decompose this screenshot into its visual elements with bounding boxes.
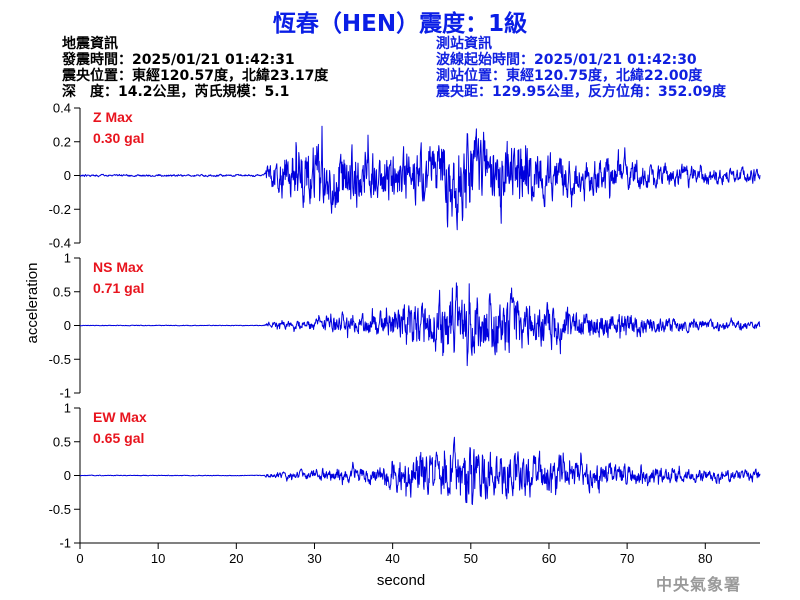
trace-line-ew: [79, 436, 761, 505]
wave-start-time: 波線起始時間：2025/01/21 01:42:30: [436, 52, 697, 68]
x-tick-label: 80: [698, 551, 712, 566]
max-label-ew: EW Max: [93, 409, 147, 425]
x-tick-label: 50: [464, 551, 478, 566]
y-tick-label-ns: -0.5: [49, 352, 71, 367]
x-tick-label: 40: [385, 551, 399, 566]
epicenter-location: 震央位置：東經120.57度，北緯23.17度: [62, 68, 329, 84]
max-label-ns: NS Max: [93, 259, 144, 275]
max-value-ew: 0.65 gal: [93, 430, 144, 446]
origin-time: 發震時間：2025/01/21 01:42:31: [62, 52, 295, 68]
depth-magnitude: 深 度：14.2公里，芮氏規模：5.1: [62, 84, 290, 100]
y-tick-label-ns: 0: [64, 318, 71, 333]
max-label-z: Z Max: [93, 109, 133, 125]
x-tick-label: 20: [229, 551, 243, 566]
max-value-z: 0.30 gal: [93, 130, 144, 146]
y-tick-label-ew: 1: [64, 401, 71, 416]
y-tick-label-ew: 0: [64, 468, 71, 483]
quake-info-heading: 地震資訊: [62, 36, 118, 52]
station-info-heading: 測站資訊: [436, 36, 492, 52]
agency-watermark: 中央氣象署: [656, 575, 742, 594]
epicentral-distance: 震央距：129.95公里，反方位角：352.09度: [436, 84, 727, 100]
y-tick-label-z: 0.2: [53, 134, 71, 149]
x-tick-label: 30: [307, 551, 321, 566]
x-tick-label: 0: [76, 551, 83, 566]
max-value-ns: 0.71 gal: [93, 280, 144, 296]
y-tick-label-z: -0.2: [49, 202, 71, 217]
y-tick-label-ns: -1: [59, 386, 71, 401]
x-tick-label: 70: [620, 551, 634, 566]
x-tick-label: 60: [542, 551, 556, 566]
station-location: 測站位置：東經120.75度，北緯22.00度: [436, 68, 703, 84]
trace-line-z: [79, 125, 761, 231]
station-info-block: 測站資訊 波線起始時間：2025/01/21 01:42:30 測站位置：東經1…: [436, 36, 726, 100]
y-axis-label: acceleration: [24, 263, 41, 344]
y-tick-label-z: -0.4: [49, 236, 71, 251]
y-tick-label-z: 0: [64, 168, 71, 183]
chart-title: 恆春（HEN）震度：1級: [272, 11, 528, 37]
y-tick-label-ns: 0.5: [53, 284, 71, 299]
quake-info-block: 地震資訊 發震時間：2025/01/21 01:42:31 震央位置：東經120…: [62, 36, 328, 100]
x-tick-label: 10: [151, 551, 165, 566]
x-axis-label: second: [377, 572, 425, 589]
y-tick-label-z: 0.4: [53, 101, 71, 116]
trace-line-ns: [79, 282, 761, 367]
y-tick-label-ew: 0.5: [53, 434, 71, 449]
y-tick-label-ew: -0.5: [49, 502, 71, 517]
y-tick-label-ew: -1: [59, 536, 71, 551]
y-tick-label-ns: 1: [64, 251, 71, 266]
